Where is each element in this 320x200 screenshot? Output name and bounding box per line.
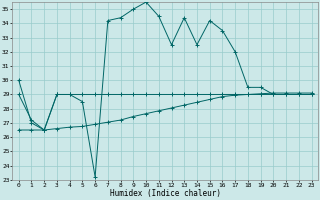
X-axis label: Humidex (Indice chaleur): Humidex (Indice chaleur) — [110, 189, 220, 198]
